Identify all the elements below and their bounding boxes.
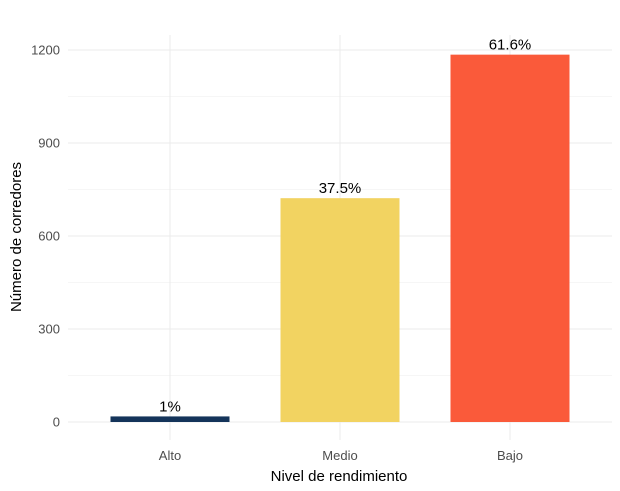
bar-medio <box>280 198 400 422</box>
y-tick-label: 1200 <box>31 43 60 58</box>
bar-value-labels: 1% 37.5% 61.6% <box>159 37 531 416</box>
y-tick-label: 300 <box>38 322 60 337</box>
y-tick-label: 900 <box>38 136 60 151</box>
bar-alto <box>110 416 230 422</box>
y-axis-ticks: 0 300 600 900 1200 <box>31 43 60 430</box>
y-axis-title: Número de corredores <box>8 162 25 312</box>
bar-label-alto: 1% <box>159 398 181 415</box>
y-tick-label: 600 <box>38 229 60 244</box>
y-tick-label: 0 <box>53 415 60 430</box>
bars <box>110 54 570 423</box>
bar-label-bajo: 61.6% <box>489 37 532 54</box>
x-tick-label: Alto <box>159 448 181 463</box>
bar-bajo <box>450 54 570 423</box>
x-tick-label: Bajo <box>497 448 523 463</box>
bar-label-medio: 37.5% <box>319 180 362 197</box>
x-axis-ticks: Alto Medio Bajo <box>159 448 523 463</box>
x-axis-title: Nivel de rendimiento <box>271 468 408 485</box>
x-tick-label: Medio <box>322 448 357 463</box>
